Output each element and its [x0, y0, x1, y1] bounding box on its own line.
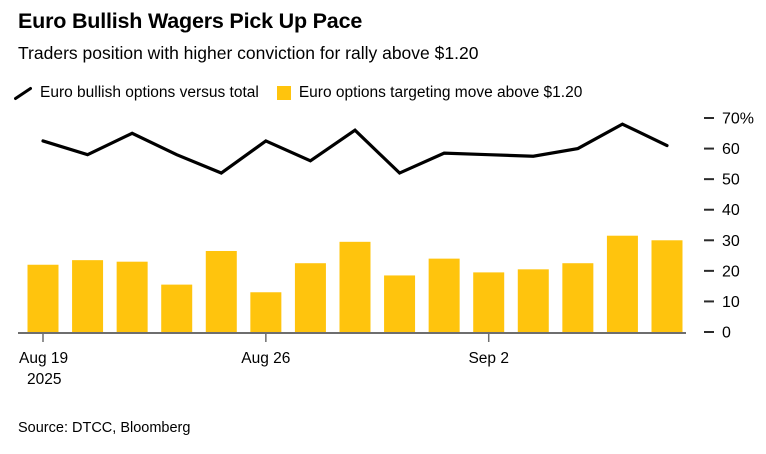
bar	[294, 263, 326, 332]
bar	[517, 269, 549, 332]
bar	[205, 250, 237, 332]
bar	[606, 235, 638, 332]
y-axis-label: 20	[722, 263, 740, 280]
bar	[651, 240, 683, 332]
bar	[339, 241, 371, 332]
bar	[27, 264, 59, 332]
chart-title: Euro Bullish Wagers Pick Up Pace	[18, 9, 363, 33]
legend-item-line-series: Euro bullish options versus total	[14, 84, 259, 102]
y-axis-label: 0	[722, 325, 731, 342]
bar	[161, 284, 193, 332]
square-icon	[276, 86, 291, 100]
x-axis-label: Aug 26	[241, 350, 290, 367]
legend-item-bar-series: Euro options targeting move above $1.20	[276, 84, 583, 102]
y-axis-label: 60	[722, 141, 740, 158]
legend-label-bar-series: Euro options targeting move above $1.20	[298, 84, 583, 101]
x-axis-label: Aug 19	[19, 350, 68, 367]
bar	[428, 258, 460, 332]
y-axis-label: 70%	[722, 111, 754, 128]
x-axis-year-label: 2025	[27, 371, 61, 388]
legend: Euro bullish options versus total Euro o…	[14, 84, 582, 102]
line-series-icon	[14, 87, 32, 100]
y-axis-label: 50	[722, 172, 740, 189]
bar	[72, 260, 104, 332]
legend-label-line-series: Euro bullish options versus total	[40, 84, 259, 101]
bar	[473, 272, 505, 332]
x-axis-label: Sep 2	[468, 350, 509, 367]
bar	[562, 263, 594, 332]
y-axis-label: 30	[722, 233, 740, 250]
bar	[250, 292, 282, 332]
y-axis-label: 10	[722, 294, 740, 311]
trend-line	[41, 122, 669, 175]
bar	[116, 261, 148, 332]
bar	[384, 275, 416, 332]
chart-subtitle: Traders position with higher conviction …	[18, 43, 479, 63]
source-label: Source: DTCC, Bloomberg	[18, 420, 191, 436]
y-axis-label: 40	[722, 202, 740, 219]
